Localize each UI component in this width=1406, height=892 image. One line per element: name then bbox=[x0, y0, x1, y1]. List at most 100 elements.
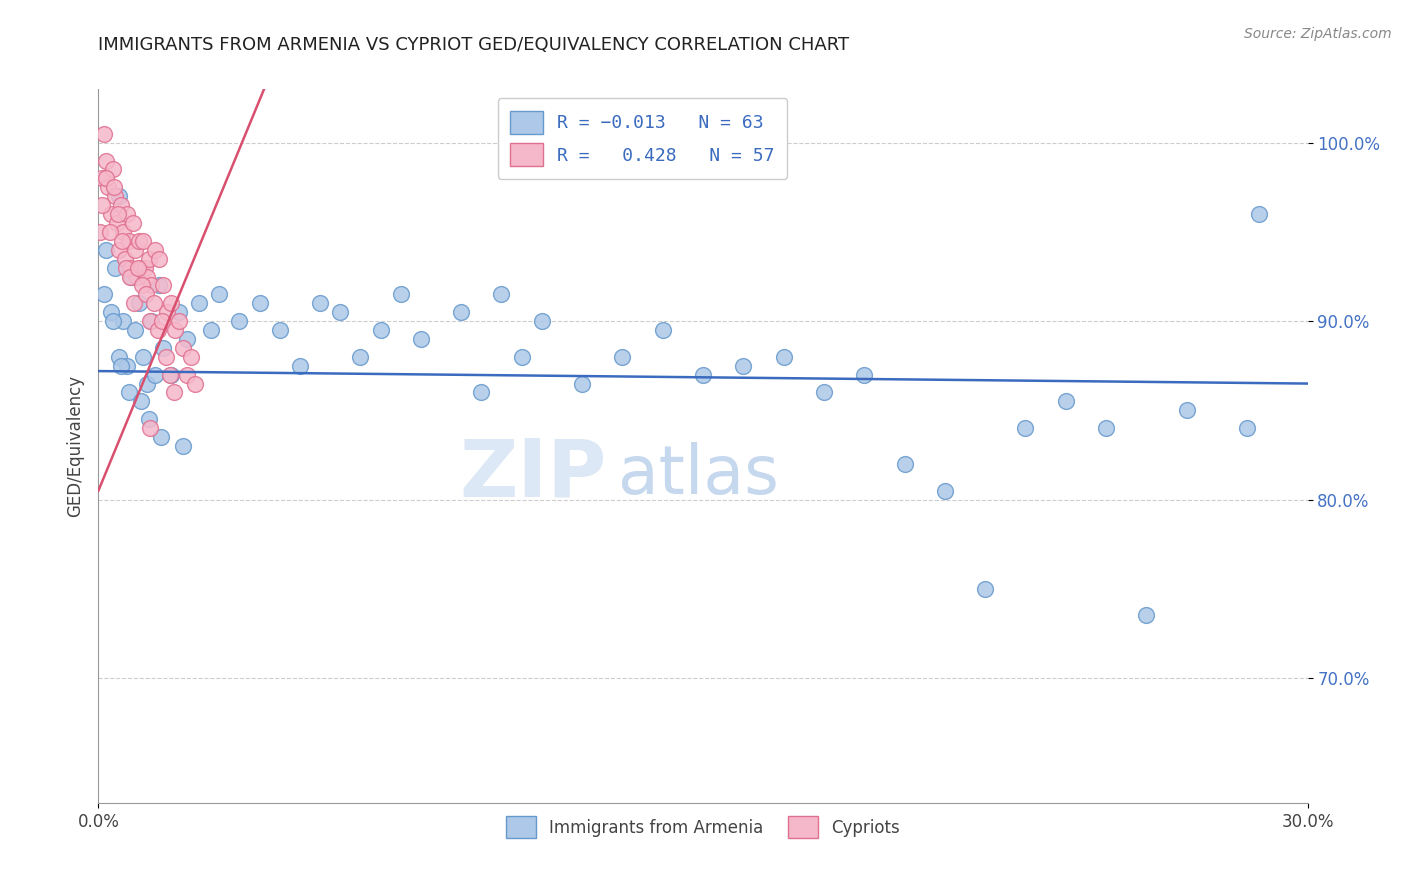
Point bbox=[100, 207, 122, 221]
Point bbox=[329, 305, 352, 319]
Point bbox=[111, 314, 134, 328]
Point bbox=[510, 350, 533, 364]
Point bbox=[135, 376, 157, 391]
Point bbox=[124, 323, 146, 337]
Point bbox=[349, 350, 371, 364]
Point bbox=[105, 216, 128, 230]
Point bbox=[103, 180, 125, 194]
Point bbox=[156, 305, 179, 319]
Point bbox=[143, 368, 166, 382]
Point bbox=[103, 189, 125, 203]
Point bbox=[96, 243, 118, 257]
Point bbox=[139, 278, 162, 293]
Point bbox=[91, 171, 114, 186]
Point bbox=[167, 314, 190, 328]
Point bbox=[152, 278, 174, 293]
Point bbox=[208, 287, 231, 301]
Point bbox=[167, 305, 190, 319]
Point bbox=[124, 243, 146, 257]
Point bbox=[228, 314, 250, 328]
Point bbox=[143, 296, 166, 310]
Point bbox=[107, 350, 129, 364]
Point bbox=[132, 350, 155, 364]
Point bbox=[530, 314, 553, 328]
Point bbox=[118, 269, 141, 284]
Point bbox=[249, 296, 271, 310]
Point bbox=[115, 359, 138, 373]
Point bbox=[135, 269, 157, 284]
Point bbox=[1135, 608, 1157, 623]
Point bbox=[163, 385, 186, 400]
Point bbox=[813, 385, 835, 400]
Point bbox=[1054, 394, 1077, 409]
Point bbox=[155, 350, 177, 364]
Point bbox=[139, 314, 162, 328]
Point bbox=[98, 225, 121, 239]
Point bbox=[148, 278, 170, 293]
Point bbox=[103, 260, 125, 275]
Point bbox=[150, 314, 173, 328]
Text: Source: ZipAtlas.com: Source: ZipAtlas.com bbox=[1244, 27, 1392, 41]
Point bbox=[90, 198, 112, 212]
Point bbox=[138, 252, 160, 266]
Point bbox=[115, 207, 138, 221]
Point bbox=[114, 252, 136, 266]
Point bbox=[148, 252, 170, 266]
Point bbox=[138, 412, 160, 426]
Point bbox=[96, 153, 118, 168]
Point bbox=[120, 269, 142, 284]
Point bbox=[176, 332, 198, 346]
Point bbox=[1014, 421, 1036, 435]
Point bbox=[184, 376, 207, 391]
Point bbox=[122, 296, 145, 310]
Point bbox=[131, 278, 153, 293]
Point bbox=[125, 269, 148, 284]
Point bbox=[571, 376, 593, 391]
Point bbox=[450, 305, 472, 319]
Y-axis label: GED/Equivalency: GED/Equivalency bbox=[66, 375, 84, 517]
Point bbox=[128, 296, 150, 310]
Point bbox=[160, 296, 183, 310]
Point bbox=[114, 260, 136, 275]
Point bbox=[188, 296, 211, 310]
Point bbox=[101, 162, 124, 177]
Point bbox=[163, 323, 186, 337]
Point bbox=[974, 582, 997, 596]
Point bbox=[160, 368, 183, 382]
Point bbox=[172, 341, 194, 355]
Point bbox=[470, 385, 492, 400]
Point bbox=[733, 359, 755, 373]
Point bbox=[612, 350, 634, 364]
Point bbox=[146, 323, 169, 337]
Point bbox=[93, 127, 115, 141]
Point bbox=[176, 368, 198, 382]
Point bbox=[200, 323, 222, 337]
Point bbox=[118, 385, 141, 400]
Point bbox=[121, 216, 143, 230]
Point bbox=[93, 287, 115, 301]
Point bbox=[370, 323, 392, 337]
Point bbox=[128, 234, 150, 248]
Point bbox=[149, 430, 172, 444]
Point bbox=[139, 314, 162, 328]
Legend: Immigrants from Armenia, Cypriots: Immigrants from Armenia, Cypriots bbox=[499, 810, 907, 845]
Point bbox=[1095, 421, 1118, 435]
Text: ZIP: ZIP bbox=[458, 435, 606, 514]
Point bbox=[853, 368, 876, 382]
Point bbox=[134, 260, 156, 275]
Point bbox=[127, 260, 149, 275]
Point bbox=[1175, 403, 1198, 417]
Point bbox=[269, 323, 291, 337]
Point bbox=[132, 234, 155, 248]
Point bbox=[934, 483, 956, 498]
Point bbox=[129, 394, 152, 409]
Text: IMMIGRANTS FROM ARMENIA VS CYPRIOT GED/EQUIVALENCY CORRELATION CHART: IMMIGRANTS FROM ARMENIA VS CYPRIOT GED/E… bbox=[98, 36, 849, 54]
Point bbox=[491, 287, 513, 301]
Point bbox=[409, 332, 432, 346]
Point bbox=[100, 305, 122, 319]
Point bbox=[288, 359, 311, 373]
Point bbox=[97, 180, 120, 194]
Point bbox=[111, 234, 134, 248]
Point bbox=[101, 314, 124, 328]
Point bbox=[159, 368, 181, 382]
